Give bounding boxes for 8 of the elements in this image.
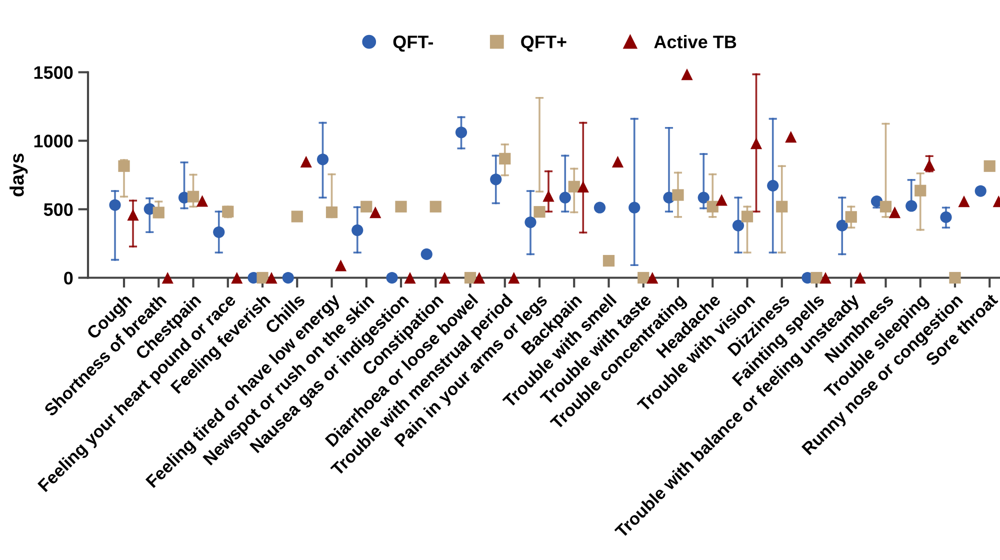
legend-label: QFT- — [393, 36, 433, 52]
y-tick-label: 500 — [44, 203, 73, 216]
y-tick-label: 1000 — [34, 134, 73, 148]
y-tick-label: 0 — [64, 272, 73, 284]
y-axis-title: days — [10, 154, 28, 196]
legend-label: QFT+ — [521, 36, 566, 52]
legend-label: Active TB — [654, 35, 736, 48]
y-tick-label: 1500 — [34, 66, 73, 79]
